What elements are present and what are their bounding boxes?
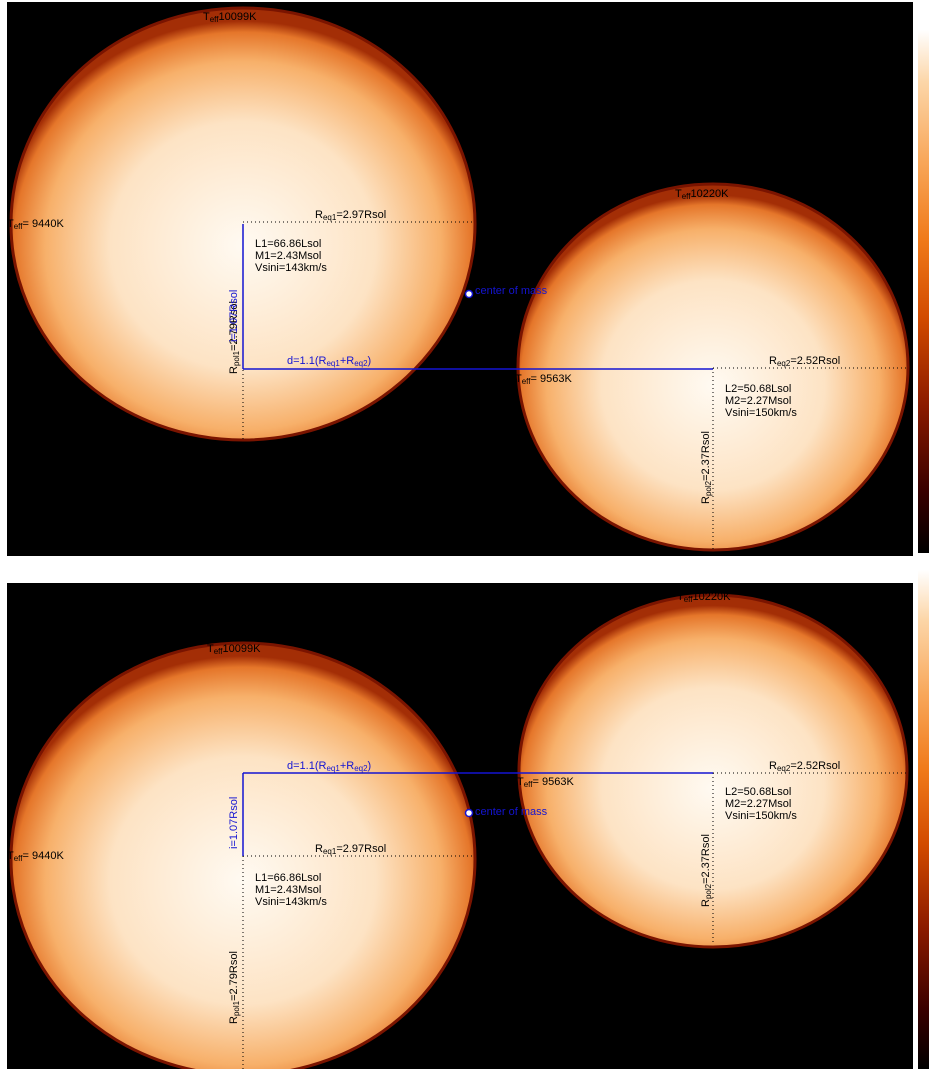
star-1-mass: M1=2.43Msol bbox=[255, 884, 321, 896]
star-1-pol-radius-label: Rpol1=2.79Rsol bbox=[228, 951, 241, 1024]
star-1-teff-left: Teff= 9440K bbox=[7, 850, 64, 863]
star-1-vsini: Vsini=143km/s bbox=[255, 262, 327, 274]
star-1-teff-top: Teff10099K bbox=[203, 11, 257, 24]
star-1-teff-top: Teff10099K bbox=[207, 643, 261, 656]
star-2-teff-top: Teff10220K bbox=[675, 188, 729, 201]
star-2 bbox=[516, 182, 910, 552]
star-2-eq-radius-label: Req2=2.52Rsol bbox=[769, 355, 840, 368]
center-of-mass-marker bbox=[464, 289, 474, 299]
star-1-pol-radius-label: Rpol1=2.79Rsol bbox=[228, 301, 241, 374]
star-1-vsini: Vsini=143km/s bbox=[255, 896, 327, 908]
inclination-label: i=1.07Rsol bbox=[228, 797, 240, 849]
star-2-teff-left: Teff= 9563K bbox=[517, 776, 574, 789]
star-1-eq-radius-label: Req1=2.97Rsol bbox=[315, 843, 386, 856]
star-2-teff-top: Teff10220K bbox=[677, 591, 731, 604]
star-1-eq-radius-label: Req1=2.97Rsol bbox=[315, 209, 386, 222]
star-1-mass: M1=2.43Msol bbox=[255, 250, 321, 262]
star-2-vsini: Vsini=150km/s bbox=[725, 810, 797, 822]
separation-label: d=1.1(Req1+Req2) bbox=[287, 760, 371, 773]
star-2-luminosity: L2=50.68Lsol bbox=[725, 383, 791, 395]
binary-star-panel-top: center of mass Teff10099K Teff= 9440K Re… bbox=[7, 2, 913, 556]
separation-label: d=1.1(Req1+Req2) bbox=[287, 355, 371, 368]
star-2-vsini: Vsini=150km/s bbox=[725, 407, 797, 419]
temperature-colorbar-bottom bbox=[918, 570, 929, 1069]
star-2-eq-radius-label: Req2=2.52Rsol bbox=[769, 760, 840, 773]
center-of-mass-label: center of mass bbox=[475, 806, 548, 818]
star-1-luminosity: L1=66.86Lsol bbox=[255, 238, 321, 250]
star-1-teff-left: Teff= 9440K bbox=[7, 218, 64, 231]
star-2-pol-radius-label: Rpol2=2.37Rsol bbox=[700, 431, 713, 504]
star-1-luminosity: L1=66.86Lsol bbox=[255, 872, 321, 884]
binary-star-diagram-bottom: center of mass Teff10099K Teff= 9440K Re… bbox=[7, 591, 909, 1069]
binary-star-panel-bottom: center of mass Teff10099K Teff= 9440K Re… bbox=[7, 583, 913, 1069]
center-of-mass-marker bbox=[464, 808, 474, 818]
star-2-mass: M2=2.27Msol bbox=[725, 798, 791, 810]
star-2-pol-radius-label: Rpol2=2.37Rsol bbox=[700, 834, 713, 907]
star-2-mass: M2=2.27Msol bbox=[725, 395, 791, 407]
center-of-mass-label: center of mass bbox=[475, 285, 548, 297]
temperature-colorbar-top bbox=[918, 30, 929, 553]
star-2 bbox=[517, 593, 909, 949]
inclination-label: i=1.07Rsol bbox=[228, 290, 240, 342]
star-2-teff-left: Teff= 9563K bbox=[515, 373, 572, 386]
star-2-luminosity: L2=50.68Lsol bbox=[725, 786, 791, 798]
binary-star-diagram-top: center of mass Teff10099K Teff= 9440K Re… bbox=[7, 6, 910, 552]
